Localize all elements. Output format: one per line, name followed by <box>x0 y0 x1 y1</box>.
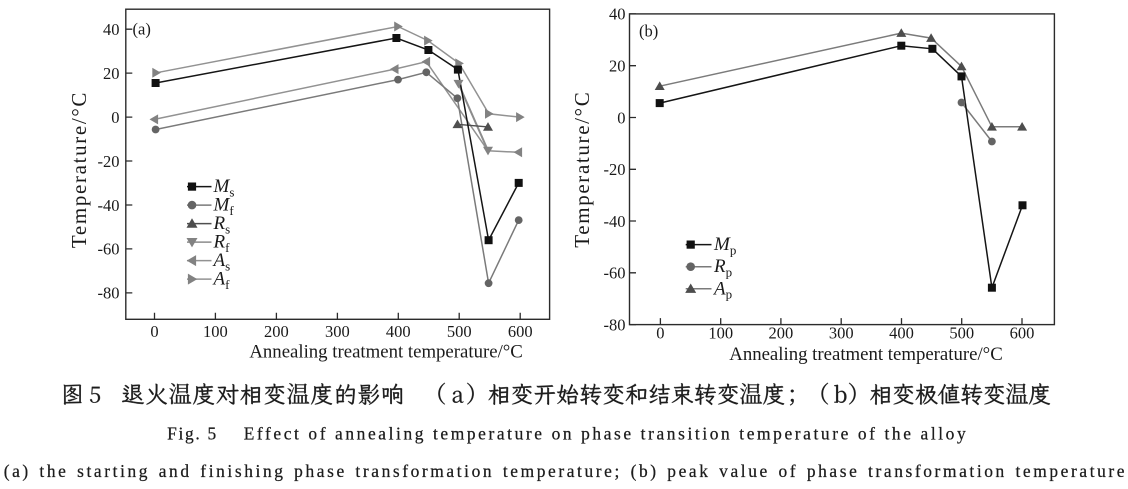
svg-text:200: 200 <box>769 324 794 343</box>
svg-text:40: 40 <box>609 5 626 24</box>
svg-text:-80: -80 <box>98 284 120 303</box>
svg-text:Annealing treatment temperatur: Annealing treatment temperature/°C <box>249 342 522 363</box>
svg-text:Ms: Ms <box>213 176 235 199</box>
svg-text:Effect of annealing temperatur: Effect of annealing temperature on phase… <box>244 424 969 444</box>
svg-text:Temperature/°C: Temperature/°C <box>67 91 91 248</box>
svg-text:(a): (a) <box>133 20 151 39</box>
svg-text:40: 40 <box>103 20 120 39</box>
svg-text:Mf: Mf <box>213 195 235 218</box>
svg-text:300: 300 <box>829 324 854 343</box>
svg-text:-40: -40 <box>604 212 626 231</box>
svg-text:Mp: Mp <box>713 234 736 257</box>
svg-text:-80: -80 <box>604 315 626 334</box>
svg-text:500: 500 <box>447 322 472 341</box>
svg-text:-60: -60 <box>604 264 626 283</box>
svg-text:Ap: Ap <box>712 278 732 301</box>
svg-text:500: 500 <box>949 324 974 343</box>
svg-text:(a) the starting and finishing: (a) the starting and finishing phase tra… <box>4 461 1127 481</box>
svg-text:100: 100 <box>708 324 733 343</box>
svg-text:0: 0 <box>150 322 158 341</box>
svg-text:-40: -40 <box>98 196 120 215</box>
svg-text:20: 20 <box>609 57 626 76</box>
svg-text:400: 400 <box>386 322 411 341</box>
svg-text:Fig. 5: Fig. 5 <box>167 424 218 444</box>
svg-text:100: 100 <box>203 322 228 341</box>
svg-text:Temperature/°C: Temperature/°C <box>570 91 594 248</box>
svg-text:300: 300 <box>325 322 350 341</box>
svg-text:0: 0 <box>111 108 119 127</box>
svg-text:600: 600 <box>508 322 533 341</box>
svg-text:-20: -20 <box>98 152 120 171</box>
svg-text:-60: -60 <box>98 240 120 259</box>
svg-text:0: 0 <box>617 108 625 127</box>
svg-text:-20: -20 <box>604 160 626 179</box>
svg-text:400: 400 <box>889 324 914 343</box>
svg-text:20: 20 <box>103 64 120 83</box>
svg-text:200: 200 <box>264 322 289 341</box>
svg-text:600: 600 <box>1010 324 1035 343</box>
svg-text:Rp: Rp <box>713 256 732 279</box>
svg-text:0: 0 <box>656 324 664 343</box>
svg-text:Annealing treatment temperatur: Annealing treatment temperature/°C <box>729 344 1002 365</box>
svg-text:(b): (b) <box>639 22 658 41</box>
